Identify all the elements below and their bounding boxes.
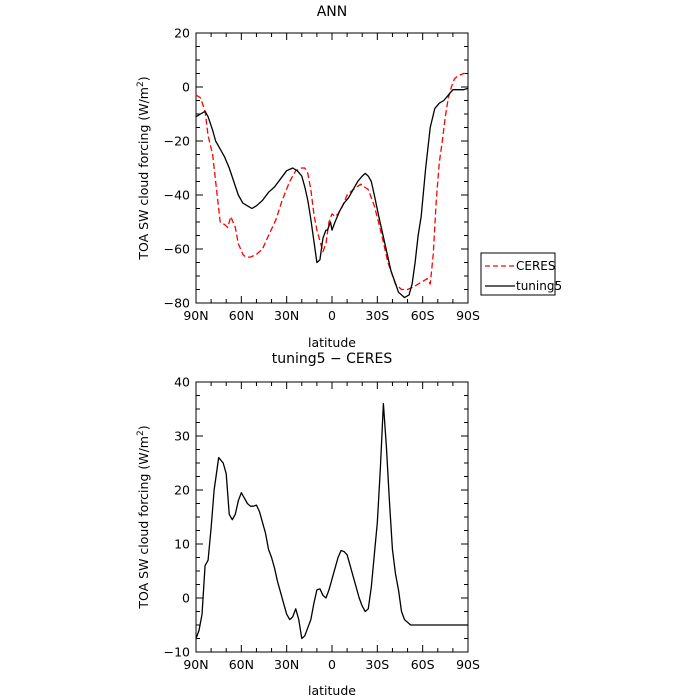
top-x-ticks: 90N 60N 30N 0 30S 60S 90S bbox=[183, 33, 480, 323]
top-x-tick-label: 90N bbox=[183, 308, 208, 323]
top-x-tick-label: 0 bbox=[328, 308, 336, 323]
top-y-axis-title: TOA SW cloud forcing (W/m2) bbox=[136, 76, 151, 260]
top-panel-title: ANN bbox=[317, 4, 348, 20]
top-y-axis-title-main: TOA SW cloud forcing (W/m bbox=[136, 87, 151, 261]
bottom-y-axis-title-close: ) bbox=[136, 425, 151, 430]
bottom-x-tick-label: 60S bbox=[411, 657, 435, 672]
top-y-ticks: −80 −60 −40 −20 0 20 bbox=[164, 26, 468, 311]
bottom-y-tick-label: 30 bbox=[174, 429, 190, 444]
top-y-tick-label: 0 bbox=[182, 80, 190, 95]
bottom-x-tick-label: 30N bbox=[274, 657, 299, 672]
top-y-tick-label: −60 bbox=[164, 242, 190, 257]
top-series-lines bbox=[195, 72, 469, 299]
top-y-tick-label: −40 bbox=[164, 188, 190, 203]
bottom-x-tick-label: 0 bbox=[328, 657, 336, 672]
top-x-tick-label: 30S bbox=[365, 308, 389, 323]
bottom-y-axis-title-main: TOA SW cloud forcing (W/m bbox=[136, 436, 151, 610]
top-x-axis-title: latitude bbox=[308, 335, 356, 350]
top-legend: CERES tuning5 bbox=[480, 252, 562, 296]
bottom-x-ticks: 90N 60N 30N 0 30S 60S 90S bbox=[183, 382, 480, 672]
top-y-axis-title-sup: 2 bbox=[136, 81, 146, 87]
top-y-tick-label: −20 bbox=[164, 134, 190, 149]
bottom-y-tick-label: 20 bbox=[174, 483, 190, 498]
top-x-tick-label: 60S bbox=[411, 308, 435, 323]
bottom-y-axis-title: TOA SW cloud forcing (W/m2) bbox=[136, 425, 151, 609]
legend-ceres-label: CERES bbox=[516, 259, 556, 273]
bottom-x-tick-label: 90S bbox=[456, 657, 480, 672]
bottom-x-tick-label: 60N bbox=[229, 657, 254, 672]
top-x-tick-label: 60N bbox=[229, 308, 254, 323]
bottom-panel-title: tuning5 − CERES bbox=[272, 351, 393, 367]
top-y-tick-label: −80 bbox=[164, 296, 190, 311]
bottom-y-axis-title-sup: 2 bbox=[136, 430, 146, 436]
top-series-line-ceres bbox=[195, 72, 468, 291]
legend-tuning5-label: tuning5 bbox=[516, 279, 562, 293]
bottom-y-tick-label: −10 bbox=[164, 645, 190, 660]
bottom-y-tick-label: 0 bbox=[182, 591, 190, 606]
top-series-line-tuning5 bbox=[195, 87, 469, 299]
bottom-series-lines bbox=[195, 402, 468, 640]
top-y-tick-label: 20 bbox=[174, 26, 190, 41]
bottom-x-tick-label: 30S bbox=[365, 657, 389, 672]
top-x-tick-label: 90S bbox=[456, 308, 480, 323]
bottom-y-tick-label: 10 bbox=[174, 537, 190, 552]
bottom-panel: tuning5 − CERES −10 0 10 20 30 40 90N 60N 30N 0 3… bbox=[136, 351, 480, 698]
top-plot-frame bbox=[195, 32, 469, 304]
bottom-x-tick-label: 90N bbox=[183, 657, 208, 672]
bottom-y-tick-label: 40 bbox=[174, 375, 190, 390]
bottom-y-ticks: −10 0 10 20 30 40 bbox=[164, 375, 468, 660]
top-y-axis-title-close: ) bbox=[136, 76, 151, 81]
top-x-tick-label: 30N bbox=[274, 308, 299, 323]
legend-box bbox=[480, 252, 556, 296]
bottom-x-axis-title: latitude bbox=[308, 683, 356, 698]
bottom-plot-frame bbox=[195, 381, 469, 653]
bottom-series-line-0 bbox=[195, 402, 468, 640]
